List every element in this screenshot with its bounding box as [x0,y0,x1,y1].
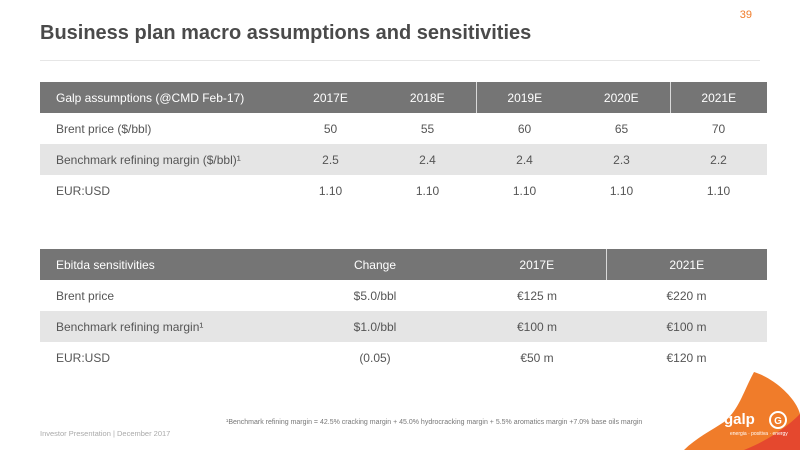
column-header: 2017E [282,82,379,113]
table-cell: 70 [711,121,726,136]
column-header: Ebitda sensitivities [40,249,282,280]
table-cell: €120 m [666,350,707,365]
column-header: 2018E [379,82,476,113]
table-row: Benchmark refining margin¹ $1.0/bbl €100… [40,311,767,342]
title-divider [40,60,760,61]
column-header: 2019E [475,82,573,113]
table-cell: 55 [420,121,435,136]
column-header: 2017E [468,249,606,280]
row-label: Brent price ($/bbl) [56,121,152,136]
table-cell: 65 [614,121,629,136]
row-label: Benchmark refining margin ($/bbl)¹ [40,144,282,175]
table-cell: 1.10 [415,183,440,198]
logo-wordmark: galp [724,411,755,428]
table-cell: €100 m [468,311,606,342]
column-header: 2021E [605,249,767,280]
table-cell: €220 m [666,288,707,303]
column-header: Change [282,249,468,280]
column-header: Galp assumptions (@CMD Feb-17) [40,82,282,113]
row-label: Benchmark refining margin¹ [40,311,282,342]
table-header-row: Ebitda sensitivities Change 2017E 2021E [40,249,767,280]
table-cell: 1.10 [318,183,343,198]
table-cell: 2.5 [282,144,379,175]
sensitivities-table: Ebitda sensitivities Change 2017E 2021E … [40,249,767,373]
table-header-row: Galp assumptions (@CMD Feb-17) 2017E 201… [40,82,767,113]
table-cell: €50 m [520,350,554,365]
column-header: 2021E [669,82,767,113]
row-label: EUR:USD [56,183,111,198]
table-cell: (0.05) [359,350,391,365]
page-title: Business plan macro assumptions and sens… [40,22,532,44]
table-row: Brent price $5.0/bbl €125 m €220 m [40,280,767,311]
row-label: EUR:USD [56,350,111,365]
table-cell: 2.3 [573,144,670,175]
table-cell: $5.0/bbl [353,288,397,303]
table-cell: €125 m [516,288,558,303]
table-row: Brent price ($/bbl) 50 55 60 65 70 [40,113,767,144]
table-cell: 2.4 [476,144,573,175]
table-row: EUR:USD (0.05) €50 m €120 m [40,342,767,373]
table-cell: 1.10 [706,183,731,198]
assumptions-table: Galp assumptions (@CMD Feb-17) 2017E 201… [40,82,767,206]
table-row: Benchmark refining margin ($/bbl)¹ 2.5 2… [40,144,767,175]
table-cell: 60 [517,121,532,136]
table-cell: €100 m [606,311,767,342]
footer-text: Investor Presentation | December 2017 [40,429,171,438]
table-cell: 50 [323,121,338,136]
galp-logo: galp G energia · positiva · energy [684,370,800,450]
table-cell: 1.10 [609,183,634,198]
column-header: 2020E [573,82,670,113]
footnote: ¹Benchmark refining margin = 42.5% crack… [226,419,643,426]
table-cell: 2.4 [379,144,476,175]
table-cell: 2.2 [670,144,767,175]
row-label: Brent price [56,288,115,303]
logo-shape [684,372,800,450]
logo-emblem [769,411,787,429]
table-cell: $1.0/bbl [282,311,468,342]
logo-emblem-mark: G [774,416,782,427]
page-number: 39 [739,9,752,21]
table-cell: 1.10 [512,183,537,198]
table-row: EUR:USD 1.10 1.10 1.10 1.10 1.10 [40,175,767,206]
logo-shape-accent [744,414,800,450]
logo-tagline: energia · positiva · energy [730,431,788,437]
